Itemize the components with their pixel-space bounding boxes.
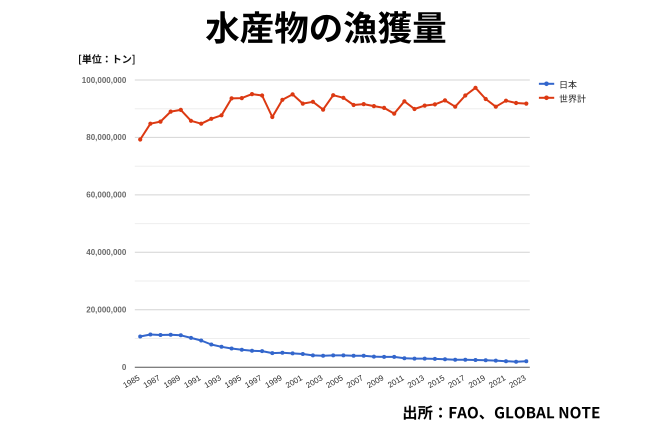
svg-text:20,000,000: 20,000,000 — [86, 306, 127, 315]
svg-text:100,000,000: 100,000,000 — [82, 76, 127, 85]
svg-text:60,000,000: 60,000,000 — [86, 191, 127, 200]
svg-text:40,000,000: 40,000,000 — [86, 248, 127, 257]
svg-text:0: 0 — [122, 363, 127, 372]
svg-text:80,000,000: 80,000,000 — [86, 133, 127, 142]
